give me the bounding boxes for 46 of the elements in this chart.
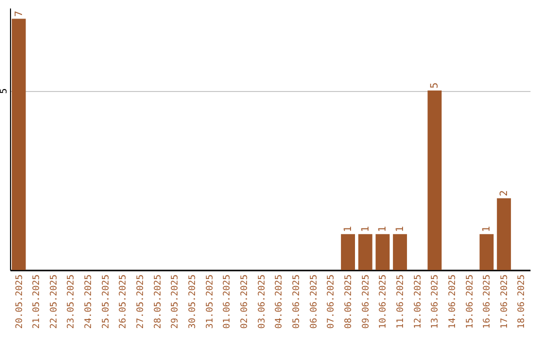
x-tick-label: 27.05.2025	[136, 274, 146, 329]
data-label: 2	[498, 190, 510, 196]
bar	[392, 234, 407, 270]
data-label: 1	[360, 226, 372, 232]
x-tick-label: 11.06.2025	[396, 274, 406, 329]
data-label: 1	[378, 226, 389, 232]
x-tick-label: 28.05.2025	[153, 274, 164, 329]
bar	[358, 234, 372, 270]
x-tick-label: 24.05.2025	[84, 274, 94, 329]
x-tick-label: 02.06.2025	[240, 274, 250, 329]
x-tick-label: 03.06.2025	[257, 274, 268, 329]
data-label: 7	[14, 10, 25, 17]
x-tick-label: 25.05.2025	[101, 274, 112, 329]
x-tick-label: 14.06.2025	[448, 274, 458, 329]
bar	[428, 90, 442, 270]
bar	[496, 198, 511, 270]
x-tick-label: 12.06.2025	[413, 274, 424, 329]
x-tick-label: 10.06.2025	[378, 274, 389, 329]
x-tick-label: 01.06.2025	[222, 274, 233, 329]
x-tick-label: 09.06.2025	[361, 274, 372, 329]
x-tick-label: 29.05.2025	[170, 274, 181, 329]
bar	[12, 18, 26, 270]
bar	[376, 234, 390, 270]
x-tick-label: 07.06.2025	[326, 274, 337, 329]
x-tick-label: 22.05.2025	[49, 274, 60, 329]
x-tick-label: 16.06.2025	[482, 274, 493, 329]
x-tick-label: 23.05.2025	[66, 274, 77, 329]
data-label: 1	[342, 226, 354, 232]
x-tick-label: 30.05.2025	[188, 274, 198, 329]
bar	[480, 234, 494, 270]
x-tick-label: 08.06.2025	[344, 274, 354, 329]
x-tick-label: 26.05.2025	[118, 274, 129, 329]
bar	[340, 234, 355, 270]
data-label: 5	[430, 82, 441, 89]
x-tick-label: 20.05.2025	[14, 274, 25, 329]
data-label: 1	[394, 226, 406, 232]
x-tick-label: 31.05.2025	[205, 274, 216, 329]
x-tick-label: 21.05.2025	[32, 274, 42, 329]
x-tick-label: 15.06.2025	[465, 274, 476, 329]
x-tick-label: 05.06.2025	[292, 274, 302, 329]
data-label: 1	[482, 226, 493, 232]
x-tick-label: 04.06.2025	[274, 274, 285, 329]
x-tick-label: 06.06.2025	[309, 274, 320, 329]
x-tick-label: 13.06.2025	[430, 274, 441, 329]
x-tick-label: 17.06.2025	[500, 274, 510, 329]
x-tick-label: 18.06.2025	[517, 274, 528, 329]
